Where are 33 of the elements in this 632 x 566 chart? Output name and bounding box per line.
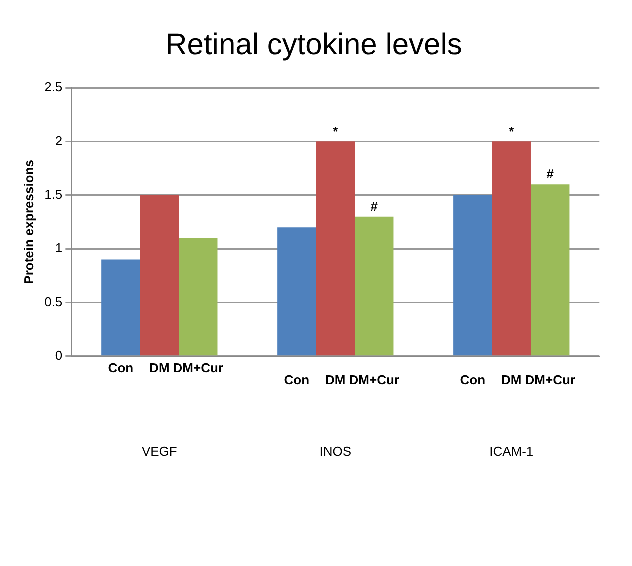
bar (140, 195, 180, 356)
bar (492, 142, 531, 356)
y-tick-label: 2.5 (44, 80, 63, 95)
bar (530, 184, 570, 356)
series-label: DM+Cur (173, 360, 224, 376)
y-tick-label: 1 (55, 240, 63, 256)
y-tick-label: 2 (55, 133, 63, 148)
series-label: DM (150, 360, 170, 376)
y-axis-title: Protein expressions (21, 160, 36, 284)
annotation: * (333, 124, 340, 139)
bar (316, 142, 356, 356)
text: DM (326, 372, 346, 388)
x-tick-label: ICAM-1 (490, 444, 534, 459)
bar (454, 195, 492, 356)
y-tick-label: 1.5 (44, 186, 63, 202)
text: Con (284, 372, 310, 388)
text: DM+Cur (525, 372, 576, 388)
annotation: # (546, 166, 555, 182)
bar (355, 216, 394, 356)
text: Con (460, 372, 486, 388)
chart-title: Retinal cytokine levels (166, 28, 462, 62)
annotation: # (370, 198, 379, 214)
x-tick-label: INOS (320, 444, 352, 459)
x-tick-label: VEGF (142, 444, 178, 459)
text: DM (502, 372, 522, 388)
bar (102, 260, 140, 356)
series-label: Con (108, 360, 134, 376)
bar (179, 238, 218, 356)
bar (278, 228, 316, 356)
text: DM+Cur (349, 372, 400, 388)
annotation: * (509, 124, 516, 139)
y-tick-label: 0.5 (44, 294, 63, 310)
y-tick-label: 0 (55, 348, 63, 363)
